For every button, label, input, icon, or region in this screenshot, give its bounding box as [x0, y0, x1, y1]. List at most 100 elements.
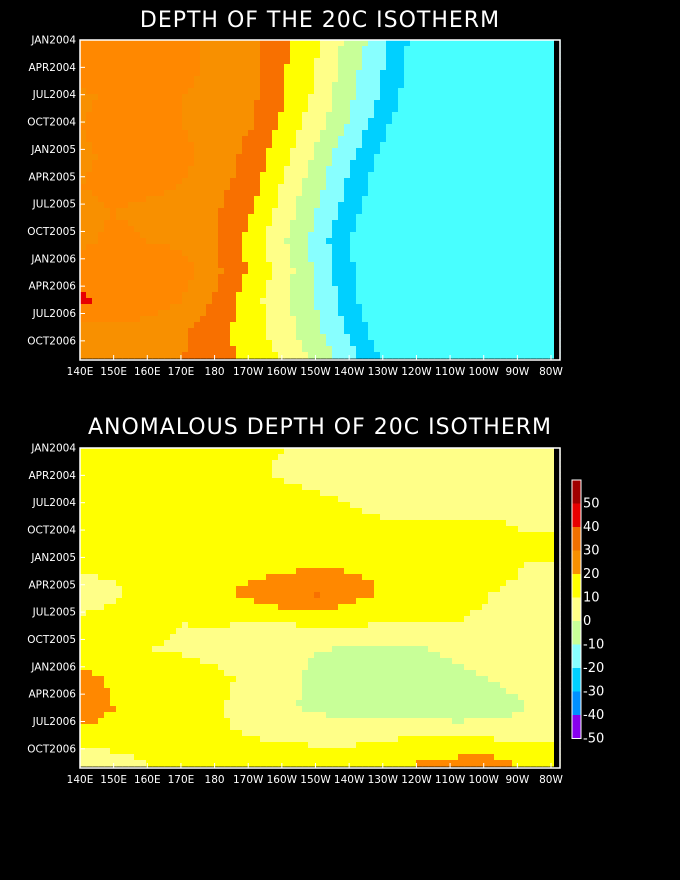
chart1-cell: [182, 70, 189, 77]
chart1-cell: [272, 166, 279, 173]
chart1-cell: [302, 70, 309, 77]
chart1-cell: [434, 40, 441, 47]
chart1-cell: [332, 244, 339, 251]
chart1-cell: [476, 124, 483, 131]
chart1-cell: [104, 256, 111, 263]
chart1-cell: [452, 274, 459, 281]
chart1-cell: [122, 40, 129, 47]
chart1-cell: [308, 106, 315, 113]
chart2-cell: [170, 466, 177, 473]
chart1-cell: [386, 100, 393, 107]
chart1-cell: [494, 100, 501, 107]
chart1-cell: [518, 304, 525, 311]
chart1-cell: [488, 238, 495, 245]
chart1-cell: [446, 172, 453, 179]
chart2-cell: [230, 472, 237, 479]
chart1-cell: [242, 250, 249, 257]
chart1-cell: [332, 226, 339, 233]
chart1-cell: [428, 220, 435, 227]
chart1-cell: [266, 256, 273, 263]
chart1-cell: [380, 88, 387, 95]
chart1-cell: [422, 304, 429, 311]
chart1-cell: [440, 340, 447, 347]
chart1-cell: [290, 304, 297, 311]
chart1-cell: [152, 136, 159, 143]
chart1-cell: [350, 46, 357, 53]
chart1-cell: [422, 160, 429, 167]
chart1-cell: [488, 208, 495, 215]
chart1-cell: [404, 220, 411, 227]
chart1-cell: [368, 160, 375, 167]
chart2-cell: [548, 472, 555, 479]
chart1-cell: [482, 112, 489, 119]
chart2-cell: [188, 472, 195, 479]
chart1-cell: [236, 322, 243, 329]
chart1-cell: [518, 202, 525, 209]
chart1-cell: [314, 340, 321, 347]
chart1-cell: [206, 124, 213, 131]
chart1-cell: [188, 232, 195, 239]
chart1-cell: [452, 352, 459, 359]
chart1-cell: [362, 226, 369, 233]
chart1-cell: [308, 124, 315, 131]
chart2-cell: [182, 496, 189, 503]
chart1-cell: [428, 112, 435, 119]
chart1-cell: [224, 124, 231, 131]
chart1-cell: [158, 334, 165, 341]
chart1-cell: [380, 196, 387, 203]
chart1-cell: [242, 340, 249, 347]
chart1-cell: [512, 286, 519, 293]
chart1-cell: [512, 334, 519, 341]
chart1-cell: [134, 298, 141, 305]
chart1-cell: [362, 220, 369, 227]
chart1-cell: [470, 112, 477, 119]
chart1-cell: [452, 250, 459, 257]
chart1-cell: [80, 286, 87, 293]
chart1-cell: [392, 346, 399, 353]
chart1-cell: [134, 316, 141, 323]
chart1-cell: [464, 82, 471, 89]
chart1-cell: [296, 106, 303, 113]
chart1-cell: [290, 214, 297, 221]
chart1-cell: [476, 292, 483, 299]
chart1-cell: [464, 286, 471, 293]
chart1-cell: [440, 292, 447, 299]
chart1-cell: [146, 112, 153, 119]
chart1-cell: [218, 94, 225, 101]
chart1-cell: [236, 256, 243, 263]
chart1-cell: [188, 112, 195, 119]
chart2-cell: [344, 484, 351, 491]
chart1-cell: [218, 184, 225, 191]
chart1-cell: [152, 76, 159, 83]
chart1-cell: [494, 64, 501, 71]
chart1-cell: [308, 76, 315, 83]
chart1-cell: [188, 100, 195, 107]
chart1-cell: [98, 58, 105, 65]
chart1-cell: [512, 268, 519, 275]
chart1-cell: [326, 82, 333, 89]
chart1-cell: [212, 346, 219, 353]
chart1-cell: [500, 148, 507, 155]
chart1-cell: [542, 310, 549, 317]
chart1-cell: [194, 88, 201, 95]
chart1-cell: [440, 334, 447, 341]
chart1-cell: [512, 148, 519, 155]
chart1-cell: [140, 184, 147, 191]
chart1-cell: [218, 136, 225, 143]
chart1-cell: [428, 304, 435, 311]
chart1-cell: [416, 202, 423, 209]
chart2-cell: [236, 460, 243, 467]
chart1-cell: [122, 190, 129, 197]
chart1-cell: [392, 148, 399, 155]
chart1-cell: [254, 328, 261, 335]
chart1-cell: [464, 226, 471, 233]
chart1-cell: [146, 148, 153, 155]
chart1-cell: [488, 286, 495, 293]
chart1-cell: [116, 142, 123, 149]
chart1-cell: [284, 40, 291, 47]
chart1-cell: [80, 280, 87, 287]
chart1-y-tick-label: APR2004: [28, 62, 76, 74]
chart1-cell: [344, 346, 351, 353]
chart1-cell: [284, 244, 291, 251]
chart1-cell: [548, 46, 555, 53]
